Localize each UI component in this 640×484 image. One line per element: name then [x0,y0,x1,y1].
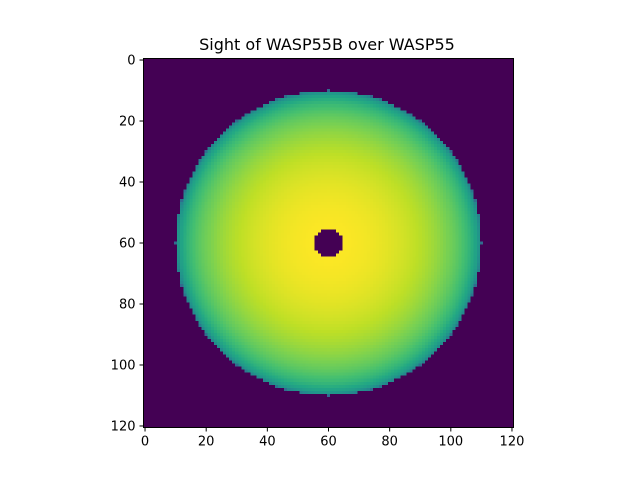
x-tick-label: 0 [141,435,149,450]
x-tick-label: 40 [259,435,276,450]
x-tick-label: 60 [320,435,337,450]
y-tick-label: 40 [119,176,136,191]
y-tick-label: 20 [119,115,136,130]
y-axis: 0 20 40 60 80 100 120 [111,54,144,434]
x-tick-label: 80 [381,435,398,450]
chart-title: Sight of WASP55B over WASP55 [199,35,455,54]
x-tick-label: 20 [198,435,215,450]
plot-frame [143,58,514,428]
plot-area [143,58,514,428]
y-tick-label: 60 [119,237,136,252]
heatmap-image [143,58,514,428]
x-axis: 0 20 40 60 80 100 120 [141,427,525,450]
y-tick-label: 80 [119,297,136,312]
y-tick-label: 0 [127,54,135,69]
y-tick-label: 100 [111,358,136,373]
x-tick-label: 120 [500,435,525,450]
y-tick-label: 120 [111,419,136,434]
x-tick-label: 100 [438,435,463,450]
